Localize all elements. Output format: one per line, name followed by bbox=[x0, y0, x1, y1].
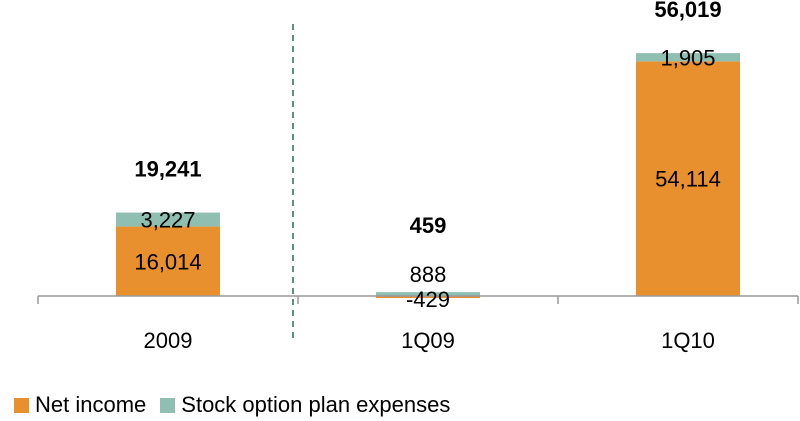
bar-segment bbox=[636, 53, 740, 62]
data-label: 3,227 bbox=[140, 208, 195, 233]
data-label: 16,014 bbox=[134, 249, 201, 274]
bar-segment bbox=[116, 226, 220, 296]
total-label: 459 bbox=[410, 213, 447, 238]
legend-item-stock-option: Stock option plan expenses bbox=[160, 392, 450, 418]
data-label: 1,905 bbox=[660, 45, 715, 70]
x-axis-ticks bbox=[37, 296, 799, 304]
bar-segment bbox=[376, 292, 480, 296]
legend-label-net-income: Net income bbox=[35, 392, 147, 417]
bars bbox=[116, 53, 740, 298]
bar-segment bbox=[636, 61, 740, 297]
legend: Net income Stock option plan expenses bbox=[14, 392, 464, 418]
data-label: 54,114 bbox=[655, 167, 721, 192]
data-label: 888 bbox=[410, 262, 447, 287]
total-label: 56,019 bbox=[654, 0, 721, 22]
bar-segment bbox=[376, 296, 480, 298]
legend-item-net-income: Net income bbox=[14, 392, 146, 418]
bar-segment bbox=[116, 212, 220, 227]
category-label: 1Q10 bbox=[661, 328, 715, 353]
legend-label-stock-option: Stock option plan expenses bbox=[181, 392, 451, 417]
total-label: 19,241 bbox=[134, 157, 201, 182]
category-label: 2009 bbox=[144, 328, 193, 353]
data-label: -429 bbox=[406, 287, 450, 312]
legend-swatch-net-income bbox=[14, 397, 29, 413]
category-label: 1Q09 bbox=[401, 328, 455, 353]
legend-swatch-stock-option bbox=[160, 397, 176, 413]
category-labels: 2009 1Q09 1Q10 bbox=[144, 328, 715, 353]
